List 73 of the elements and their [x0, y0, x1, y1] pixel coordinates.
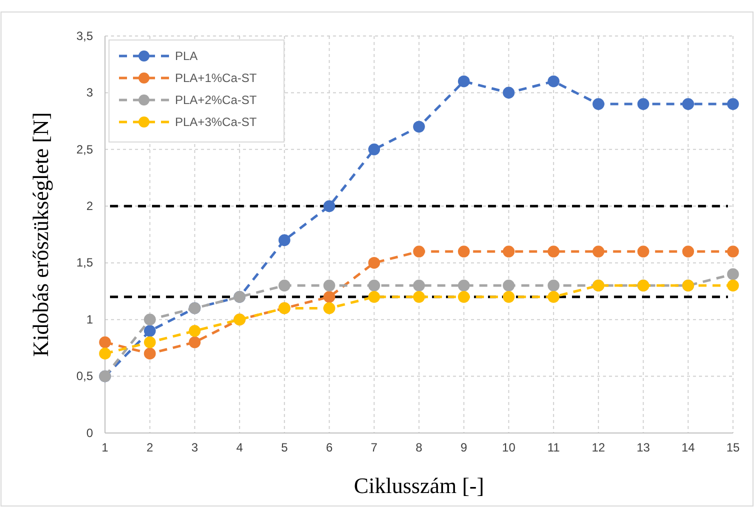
point: [413, 290, 425, 303]
point: [413, 246, 425, 258]
point: [548, 246, 560, 258]
point: [188, 325, 201, 337]
y-tick-label: 2,5: [76, 142, 94, 156]
x-tick-label: 3: [191, 440, 198, 455]
point: [99, 336, 111, 348]
x-tick-label: 12: [592, 440, 606, 455]
x-axis-title: Ciklusszám [-]: [354, 473, 484, 498]
point: [592, 98, 604, 110]
y-tick-label: 0: [86, 426, 94, 440]
y-axis-title: Kidobás erőszükséglete [N]: [28, 112, 53, 357]
x-tick-label: 4: [236, 440, 244, 455]
point: [592, 246, 604, 258]
point: [413, 280, 425, 292]
point: [144, 336, 156, 348]
point: [682, 98, 694, 110]
point: [727, 280, 739, 292]
x-tick-label: 6: [326, 440, 333, 455]
point: [144, 314, 156, 326]
point: [548, 75, 560, 88]
y-tick-label: 1,5: [76, 256, 94, 270]
y-tick-label: 0,5: [76, 369, 94, 384]
x-tick-label: 13: [636, 440, 650, 455]
point: [458, 75, 470, 88]
x-tick-label: 5: [281, 440, 288, 455]
point: [727, 98, 739, 110]
y-tick-label: 1: [86, 312, 94, 326]
legend-label: PLA+3%Ca-ST: [175, 115, 258, 129]
point: [502, 246, 515, 258]
x-tick-label: 14: [681, 440, 696, 455]
point: [278, 280, 290, 292]
point: [144, 325, 156, 337]
point: [458, 246, 470, 258]
point: [368, 144, 380, 156]
point: [548, 290, 560, 303]
point: [323, 200, 336, 212]
x-tick-label: 7: [370, 440, 378, 455]
point: [458, 280, 470, 292]
y-tick-label: 2: [86, 198, 94, 213]
point: [502, 290, 515, 303]
point: [368, 290, 380, 303]
point: [682, 246, 694, 258]
x-tick-label: 15: [726, 440, 740, 455]
point: [188, 336, 201, 348]
point: [413, 120, 425, 133]
point: [727, 246, 739, 258]
point: [99, 348, 111, 360]
legend-label: PLA: [175, 49, 198, 63]
x-tick-label: 11: [547, 440, 560, 455]
legend-label: PLA+1%Ca-ST: [175, 71, 258, 85]
y-tick-label: 3: [86, 86, 94, 100]
x-tick-label: 10: [502, 440, 516, 455]
x-tick-label: 2: [146, 440, 154, 455]
point: [323, 302, 336, 314]
point: [278, 234, 290, 246]
point: [144, 348, 156, 360]
point: [458, 290, 470, 303]
point: [637, 98, 650, 110]
point: [727, 268, 739, 280]
legend-label: PLA+2%Ca-ST: [175, 93, 258, 107]
x-tick-label: 8: [416, 440, 423, 455]
point: [548, 280, 560, 292]
x-tick-label: 9: [460, 440, 468, 455]
point: [502, 280, 515, 292]
y-tick-label: 3,5: [76, 28, 94, 43]
point: [368, 280, 380, 292]
x-tick-label: 1: [102, 440, 109, 455]
point: [323, 290, 336, 303]
point: [637, 246, 650, 258]
point: [368, 256, 380, 269]
point: [502, 86, 515, 99]
point: [323, 280, 336, 292]
